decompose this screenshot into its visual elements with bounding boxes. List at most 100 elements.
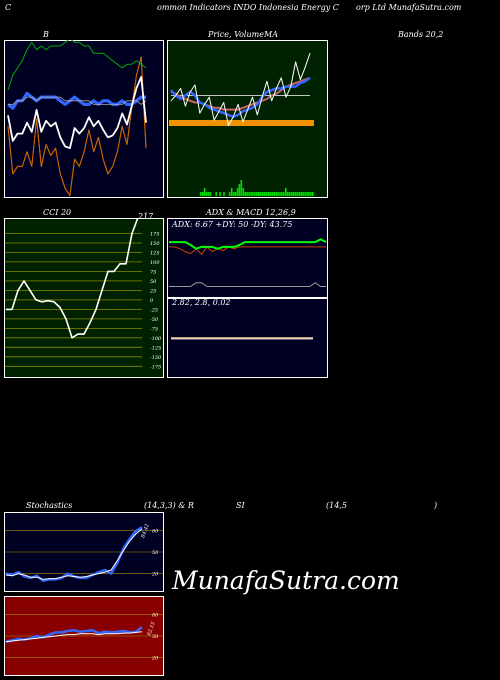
volume-bar [244,192,246,196]
cci-tick-label: -50 [150,317,159,323]
volume-bar [302,192,304,196]
volume-bar [246,192,248,196]
stoch-tick-label: 50 [152,550,159,556]
ma-label: MA [264,30,278,39]
bb-price-line [7,76,147,150]
stoch-d-line [5,528,143,580]
volume-bar [267,192,270,196]
stochastics-panel: 80 50 20 84.42 [4,512,164,592]
cci-tick-label: 125 [150,250,160,256]
bands-b-label: B [43,30,49,39]
volume-bar [283,192,285,196]
cci-label: CCI 20 [43,208,72,217]
adx-minus-di-line [169,246,326,255]
rsi-ma-line [5,631,143,643]
volume-bar [201,192,204,196]
volume-bar [277,192,279,196]
adx-values-text: ADX: 6.67 +DY: 50 -DY: 43.75 [172,220,293,229]
cci-tick-label: -25 [150,307,158,313]
bb-middle-line [7,91,146,110]
cci-tick-label: -75 [150,326,158,332]
volume-bar [292,192,295,196]
volume-bar [223,192,225,196]
bb-ma-line [8,96,147,105]
cci-tick-label: 175 [150,231,160,237]
volume-bar [269,192,272,196]
cci-tick-label: 100 [150,260,160,266]
cci-tick-label: 150 [150,241,160,247]
volume-bar [281,192,283,196]
volume-bar [203,188,206,196]
cci-value-label: 217 [138,212,154,221]
stoch-tick-label: 80 [152,528,159,534]
header-title-a: ommon Indicators INDO Indonesia Energy C [157,3,339,12]
stoch-label: Stochastics [26,501,73,510]
volume-bar [248,192,250,196]
panel-background [4,218,164,378]
volume-bar [207,192,210,196]
adx-line [169,282,326,287]
volume-bar [219,192,221,196]
rsi-tick-label: 20 [151,656,159,662]
bollinger-panel [4,40,164,198]
cci-tick-label: 75 [150,269,156,275]
volume-bar [254,192,256,196]
macd-panel [167,298,328,378]
cci-tick-label: -100 [150,336,162,342]
volume-bar [310,192,312,196]
macd-values-text: 2.82, 2.8, 0.02 [172,298,231,307]
price-ma-panel [167,40,328,198]
volume-bar [250,192,252,196]
volume-bar [290,192,293,196]
volume-bar [286,192,289,196]
volume-bar [273,192,275,196]
volume-bar [200,192,202,196]
volume-bar [265,192,268,196]
cci-tick-label: 0 [150,298,154,304]
price-volume-label: Price, Volume [208,30,264,39]
volume-bar [256,192,258,196]
volume-bar [257,192,260,196]
price-line [170,52,311,126]
volume-bar [285,188,287,196]
volume-bar [279,192,281,196]
rsi-panel: 80 50 20 62.15 [4,596,164,676]
volume-bar [230,188,233,196]
volume-bar [298,192,301,196]
volume-bar [312,192,314,196]
volume-bar [294,192,297,196]
volume-bar [263,192,266,196]
rsi-value-label: 62.15 [146,621,157,637]
stoch-params-label: (14,3,3) & R [144,501,194,510]
volume-bar [288,192,291,196]
volume-bar [215,192,217,196]
bands-right-label: Bands 20,2 [398,30,444,39]
volume-bar [300,192,302,196]
rsi-tick-label: 50 [152,634,159,640]
volume-bar [261,192,264,196]
rsi-params-label: (14,5 [326,501,347,510]
cci-tick-label: 50 [150,279,157,285]
volume-bar [306,192,308,196]
header-left-c: C [5,3,12,12]
stoch-value-label: 84.42 [140,523,151,539]
volume-bar [209,192,212,196]
volume-bar [228,192,231,196]
bb-lower-line-2 [7,56,147,197]
cci-panel: 175 150 125 100 75 50 25 0 -25 -50 -75 -100 -125 -150… [4,218,164,378]
rsi-label: SI [236,501,245,510]
volume-bar [240,180,243,196]
cci-line [6,218,139,339]
volume-bar [205,192,208,196]
volume-bar [232,192,235,196]
header-title-b: orp Ltd MunafaSutra.com [356,3,462,12]
bb-upper-line [7,40,147,90]
volume-bar [308,192,310,196]
cci-tick-label: -125 [150,345,161,351]
ma-band-orange [169,120,314,126]
volume-bar [304,192,306,196]
volume-bar [275,192,277,196]
volume-bar [242,188,245,196]
cci-tick-label: -150 [150,355,162,361]
watermark: MunafaSutra.com [172,566,400,595]
